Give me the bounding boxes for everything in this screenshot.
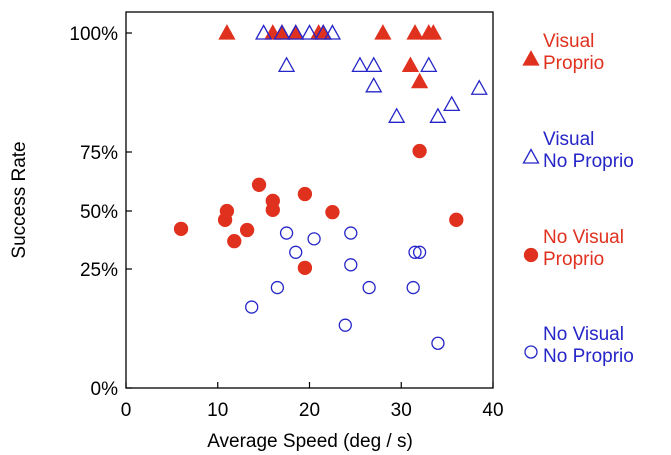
data-point-triangle	[424, 24, 442, 40]
data-point-triangle	[443, 95, 461, 112]
data-point-circle	[270, 280, 285, 295]
data-point-circle	[297, 186, 313, 202]
legend-label: Visual	[543, 129, 594, 150]
data-point-triangle	[323, 24, 342, 40]
legend-marker	[524, 345, 538, 359]
y-tick-label: 100%	[69, 24, 118, 45]
legend-label: No Proprio	[543, 151, 634, 172]
data-point-circle	[217, 212, 233, 227]
data-point-circle	[344, 258, 358, 272]
legend-marker	[522, 148, 540, 164]
legend-marker	[522, 50, 540, 66]
legend-label: Proprio	[543, 53, 604, 74]
axis-ticks: 0 10 20 30 40 0% 25% 50% 75% 100%	[69, 24, 503, 421]
data-point-circle	[449, 212, 464, 227]
data-point-triangle	[273, 24, 291, 40]
legend-label: No Visual	[543, 227, 624, 248]
x-tick-label: 20	[299, 400, 320, 421]
x-tick-label: 0	[121, 400, 132, 421]
x-tick-label: 10	[207, 400, 228, 421]
data-point-circle	[431, 336, 445, 350]
data-point-circle	[279, 226, 294, 240]
data-point-triangle	[314, 24, 332, 40]
data-point-circle	[406, 280, 420, 295]
data-point-circle	[245, 300, 259, 314]
data-point-triangle	[277, 56, 296, 73]
x-axis-label: Average Speed (deg / s)	[207, 431, 413, 452]
data-point-circle	[239, 222, 255, 238]
data-point-circle	[173, 221, 189, 237]
data-point-circle	[227, 234, 242, 249]
data-point-circle	[412, 245, 427, 259]
y-axis-label: Success Rate	[9, 141, 30, 258]
data-point-triangle	[388, 107, 406, 123]
data-point-circle	[325, 205, 340, 220]
plot-frame	[125, 11, 494, 389]
x-tick-label: 40	[482, 400, 503, 421]
data-point-triangle	[429, 107, 447, 123]
data-point-circle	[412, 143, 427, 159]
data-point-triangle	[470, 79, 488, 95]
y-tick-label: 25%	[80, 260, 118, 281]
data-point-circle	[265, 202, 280, 217]
data-point-circle	[307, 232, 321, 246]
data-point-triangle	[374, 24, 392, 40]
data-point-triangle	[410, 72, 429, 89]
legend-label: Visual	[543, 31, 594, 52]
data-point-triangle	[351, 56, 369, 73]
data-point-circle	[289, 245, 303, 259]
legend-label: Proprio	[543, 249, 604, 270]
data-point-triangle	[287, 24, 305, 40]
data-point-triangle	[300, 24, 319, 40]
y-tick-label: 0%	[91, 379, 119, 400]
data-point-triangle	[365, 56, 383, 73]
data-point-circle	[338, 318, 352, 332]
data-point-triangle	[218, 24, 236, 40]
data-point-triangle	[255, 24, 273, 40]
legend-marker	[523, 247, 539, 263]
data-point-triangle	[287, 24, 305, 40]
data-point-triangle	[420, 56, 438, 73]
legend-label: No Visual	[543, 324, 624, 345]
data-point-circle	[362, 280, 376, 295]
legend-label: No Proprio	[543, 346, 634, 367]
data-point-triangle	[401, 56, 420, 73]
data-point-triangle	[365, 76, 383, 93]
x-tick-label: 30	[391, 400, 412, 421]
data-point-circle	[344, 226, 358, 240]
y-tick-label: 50%	[80, 202, 118, 223]
data-points	[173, 24, 488, 350]
y-tick-label: 75%	[80, 143, 118, 164]
data-point-triangle	[406, 24, 424, 40]
data-point-circle	[408, 245, 422, 259]
data-point-circle	[297, 260, 313, 275]
data-point-circle	[251, 177, 267, 192]
